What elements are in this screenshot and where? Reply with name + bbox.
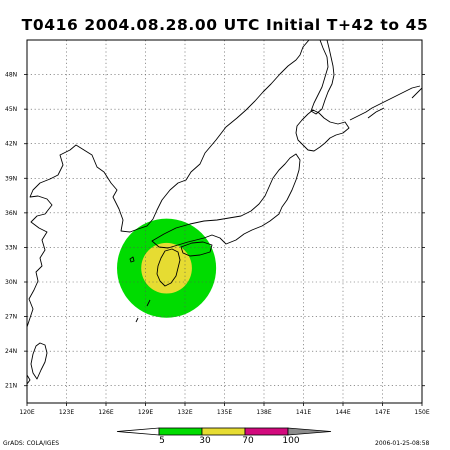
colorbar-segment (244, 427, 289, 436)
colorbar-label: 5 (159, 436, 165, 446)
sakhalin-coastline (310, 40, 335, 115)
kyushu-coastline (156, 248, 181, 287)
lat-tick-label: 24N (5, 348, 17, 355)
lon-tick-label: 132E (177, 409, 192, 416)
map-title: T0416 2004.08.28.00 UTC Initial T+42 to … (21, 16, 429, 34)
latitude-axis: 21N 24N 27N 30N 33N 36N 39N 42N 45N 48N (5, 72, 425, 390)
lat-tick-label: 21N (5, 383, 17, 390)
grads-credit: GrADS: COLA/IGES (3, 440, 60, 447)
colorbar-low-arrow (116, 427, 160, 436)
colorbar-label: 100 (282, 436, 299, 446)
lon-tick-label: 129E (138, 409, 153, 416)
lon-tick-label: 126E (98, 409, 113, 416)
lon-tick-label: 123E (59, 409, 74, 416)
coastlines (27, 40, 422, 385)
lon-tick-label: 141E (296, 409, 311, 416)
lat-tick-label: 33N (5, 244, 17, 251)
plot-timestamp: 2006-01-25-08:58 (375, 440, 430, 447)
lon-tick-label: 144E (335, 409, 350, 416)
colorbar-segment (201, 427, 246, 436)
lat-tick-label: 27N (5, 314, 17, 321)
lat-tick-label: 42N (5, 141, 17, 148)
lat-tick-label: 45N (5, 106, 17, 113)
lon-tick-label: 150E (414, 409, 429, 416)
hokkaido-coastline (295, 109, 350, 152)
probability-area (117, 218, 217, 318)
kuril-islands (349, 85, 421, 121)
colorbar: 5 30 70 100 (116, 427, 332, 446)
south-coast (27, 374, 31, 385)
lat-tick-label: 48N (5, 72, 17, 79)
colorbar-label: 70 (242, 436, 254, 446)
lat-tick-label: 39N (5, 175, 17, 182)
colorbar-label: 30 (199, 436, 211, 446)
ryukyu-islands (135, 299, 151, 323)
taiwan-coastline (30, 342, 48, 380)
lat-tick-label: 36N (5, 210, 17, 217)
kamchatka-coastline (411, 87, 422, 99)
colorbar-segment (158, 427, 203, 436)
lon-tick-label: 138E (256, 409, 271, 416)
small-island (129, 256, 135, 263)
longitude-axis: 120E 123E 126E 129E 132E 135E 138E 141E 144E 147E… (19, 403, 430, 416)
colorbar-segment-arrow (287, 427, 332, 436)
lat-tick-label: 30N (5, 279, 17, 286)
honshu-coastline (151, 153, 301, 249)
lon-tick-label: 135E (217, 409, 232, 416)
lon-tick-label: 120E (19, 409, 34, 416)
kuril-islands-2 (367, 107, 385, 119)
grid-lines (27, 40, 422, 403)
shikoku-coastline (180, 241, 213, 257)
mainland-coastline (27, 40, 310, 328)
lon-tick-label: 147E (375, 409, 390, 416)
